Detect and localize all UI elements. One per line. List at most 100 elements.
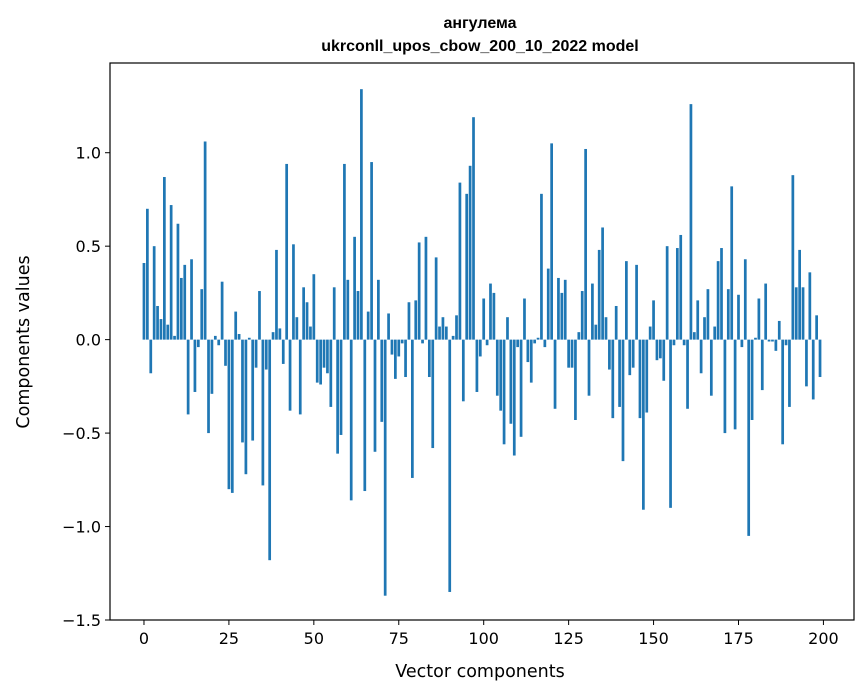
bar	[356, 291, 360, 340]
y-tick-label: −1.5	[62, 611, 101, 630]
x-axis-label: Vector components	[395, 662, 564, 682]
bar	[699, 339, 703, 374]
bar	[597, 249, 601, 340]
bar	[485, 339, 489, 346]
x-tick-label: 200	[808, 629, 839, 648]
x-tick-label: 50	[304, 629, 324, 648]
bar	[723, 339, 727, 434]
bar	[169, 205, 173, 340]
bar	[777, 320, 781, 340]
bar	[492, 292, 496, 340]
bar	[326, 339, 329, 374]
bar	[247, 337, 251, 340]
bar	[220, 281, 224, 340]
bar	[417, 242, 421, 340]
bar	[570, 339, 574, 368]
bar	[713, 326, 717, 340]
bar	[397, 339, 401, 357]
x-tick-label: 175	[723, 629, 754, 648]
bar	[499, 339, 503, 411]
bar	[264, 339, 268, 370]
bar	[461, 339, 465, 402]
bar	[665, 246, 669, 340]
bar	[574, 339, 577, 420]
bar	[465, 193, 469, 340]
bar	[781, 339, 785, 445]
bar	[210, 339, 214, 394]
bar	[332, 287, 336, 340]
bar	[679, 234, 683, 340]
bar	[696, 300, 700, 340]
bar	[176, 223, 180, 340]
bar	[733, 339, 737, 430]
bar	[791, 175, 795, 340]
bar	[557, 277, 560, 340]
bar	[818, 339, 822, 378]
bar	[740, 339, 744, 348]
bar	[458, 182, 462, 340]
bar	[448, 339, 452, 592]
bar	[346, 279, 350, 340]
bar	[489, 283, 492, 340]
bar	[254, 339, 258, 368]
bar	[608, 339, 611, 370]
bar	[798, 249, 801, 340]
bar	[546, 268, 550, 340]
bar	[618, 339, 621, 407]
bar	[394, 339, 397, 379]
bar	[540, 193, 543, 340]
bar	[268, 339, 272, 561]
bar	[726, 289, 730, 340]
bar	[312, 274, 316, 340]
bar	[536, 337, 540, 340]
bar	[516, 339, 520, 348]
bar	[587, 339, 591, 396]
bar	[584, 148, 587, 340]
bar	[288, 339, 292, 411]
bar	[621, 339, 625, 462]
bar	[495, 339, 499, 396]
plot-area-frame	[109, 62, 855, 621]
bar	[648, 326, 652, 340]
bar	[716, 261, 720, 340]
bar	[152, 246, 156, 340]
bar	[482, 298, 486, 340]
bar	[373, 339, 377, 452]
bar	[438, 326, 441, 340]
bar	[529, 339, 533, 383]
bar	[794, 287, 798, 340]
bar	[234, 311, 238, 340]
bar	[241, 339, 244, 443]
bar	[302, 287, 305, 340]
bar	[196, 339, 200, 348]
bar	[591, 283, 594, 340]
bar	[567, 339, 570, 368]
bar	[166, 324, 170, 340]
bar	[635, 264, 638, 340]
bar	[519, 339, 523, 437]
y-tick-label: −0.5	[62, 424, 101, 443]
bar	[720, 248, 723, 340]
bar	[336, 339, 339, 454]
bar	[730, 186, 734, 340]
bar	[400, 339, 404, 344]
bar	[407, 302, 411, 340]
bar	[811, 339, 815, 400]
bar	[760, 339, 764, 391]
bar	[363, 339, 367, 492]
bar	[631, 339, 635, 368]
bar	[625, 261, 628, 340]
bar	[533, 339, 537, 344]
bar	[580, 291, 584, 340]
bar	[808, 272, 812, 340]
bar	[662, 339, 666, 381]
bar	[292, 244, 295, 340]
bar	[298, 339, 302, 415]
bar	[278, 328, 282, 340]
bar	[689, 104, 693, 340]
bar	[451, 335, 455, 340]
bar	[404, 339, 407, 378]
y-tick-label: 0.0	[76, 331, 101, 350]
bar	[560, 292, 564, 340]
